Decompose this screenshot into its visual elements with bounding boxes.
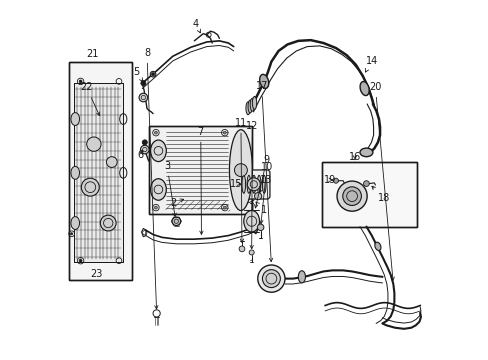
Ellipse shape [246, 175, 250, 193]
Circle shape [223, 131, 226, 134]
Circle shape [223, 206, 226, 209]
Ellipse shape [229, 130, 252, 211]
FancyBboxPatch shape [237, 170, 269, 199]
Circle shape [249, 250, 254, 255]
Circle shape [150, 71, 156, 77]
Circle shape [239, 246, 244, 252]
Circle shape [257, 265, 285, 292]
Circle shape [257, 224, 264, 230]
Bar [321, 162, 416, 226]
Circle shape [139, 93, 147, 102]
Circle shape [234, 164, 247, 177]
Text: 10: 10 [259, 162, 272, 224]
Bar [149, 126, 251, 214]
Circle shape [141, 81, 145, 86]
Ellipse shape [71, 166, 80, 179]
Bar [69, 62, 131, 280]
Text: 12: 12 [245, 121, 258, 249]
Circle shape [151, 73, 154, 76]
Text: 2: 2 [170, 198, 183, 208]
Circle shape [154, 206, 157, 209]
Ellipse shape [247, 100, 252, 113]
Ellipse shape [150, 140, 166, 162]
Circle shape [106, 157, 117, 167]
Text: 11: 11 [234, 118, 246, 242]
Circle shape [333, 178, 338, 183]
Circle shape [86, 137, 101, 151]
Circle shape [336, 181, 366, 211]
Text: 19: 19 [323, 175, 335, 185]
Text: 16: 16 [348, 152, 360, 162]
Ellipse shape [150, 179, 166, 200]
Ellipse shape [245, 102, 250, 115]
Circle shape [79, 259, 82, 262]
Circle shape [100, 215, 116, 231]
Text: 22: 22 [81, 82, 100, 116]
Text: 7: 7 [197, 127, 203, 234]
Ellipse shape [257, 175, 261, 193]
Ellipse shape [242, 175, 245, 193]
Bar [149, 126, 251, 214]
Text: 15: 15 [230, 179, 243, 189]
Text: 14: 14 [365, 56, 377, 72]
Circle shape [172, 217, 180, 226]
Circle shape [140, 145, 149, 154]
Text: 23: 23 [90, 269, 103, 279]
Ellipse shape [359, 148, 372, 157]
Text: 18: 18 [371, 186, 389, 203]
Text: 21: 21 [86, 49, 98, 59]
Text: 13: 13 [259, 175, 272, 192]
Circle shape [70, 233, 73, 235]
Circle shape [254, 193, 261, 200]
Ellipse shape [71, 113, 80, 126]
Bar [74, 83, 122, 262]
Circle shape [154, 131, 157, 134]
Bar [74, 83, 122, 262]
Text: 8: 8 [143, 48, 158, 309]
Bar [321, 162, 416, 226]
Ellipse shape [298, 271, 305, 283]
Text: 4: 4 [193, 19, 200, 33]
Ellipse shape [252, 96, 256, 109]
Text: 17: 17 [255, 81, 272, 262]
Text: 3: 3 [163, 161, 176, 216]
Circle shape [342, 187, 361, 206]
Ellipse shape [71, 217, 80, 229]
Text: 9: 9 [254, 155, 269, 208]
Text: 1: 1 [255, 202, 267, 216]
Text: 5: 5 [133, 67, 142, 81]
Circle shape [81, 178, 99, 196]
Text: 6: 6 [137, 150, 143, 160]
Circle shape [142, 140, 147, 145]
Ellipse shape [250, 98, 254, 111]
Circle shape [262, 270, 280, 288]
Ellipse shape [244, 211, 259, 232]
Ellipse shape [252, 175, 255, 193]
Ellipse shape [259, 75, 268, 89]
Bar [69, 62, 131, 280]
Ellipse shape [359, 81, 368, 95]
Circle shape [363, 181, 368, 186]
Ellipse shape [374, 242, 380, 251]
Text: 20: 20 [368, 82, 393, 280]
Ellipse shape [262, 175, 265, 193]
Circle shape [79, 80, 82, 83]
Circle shape [247, 178, 260, 191]
